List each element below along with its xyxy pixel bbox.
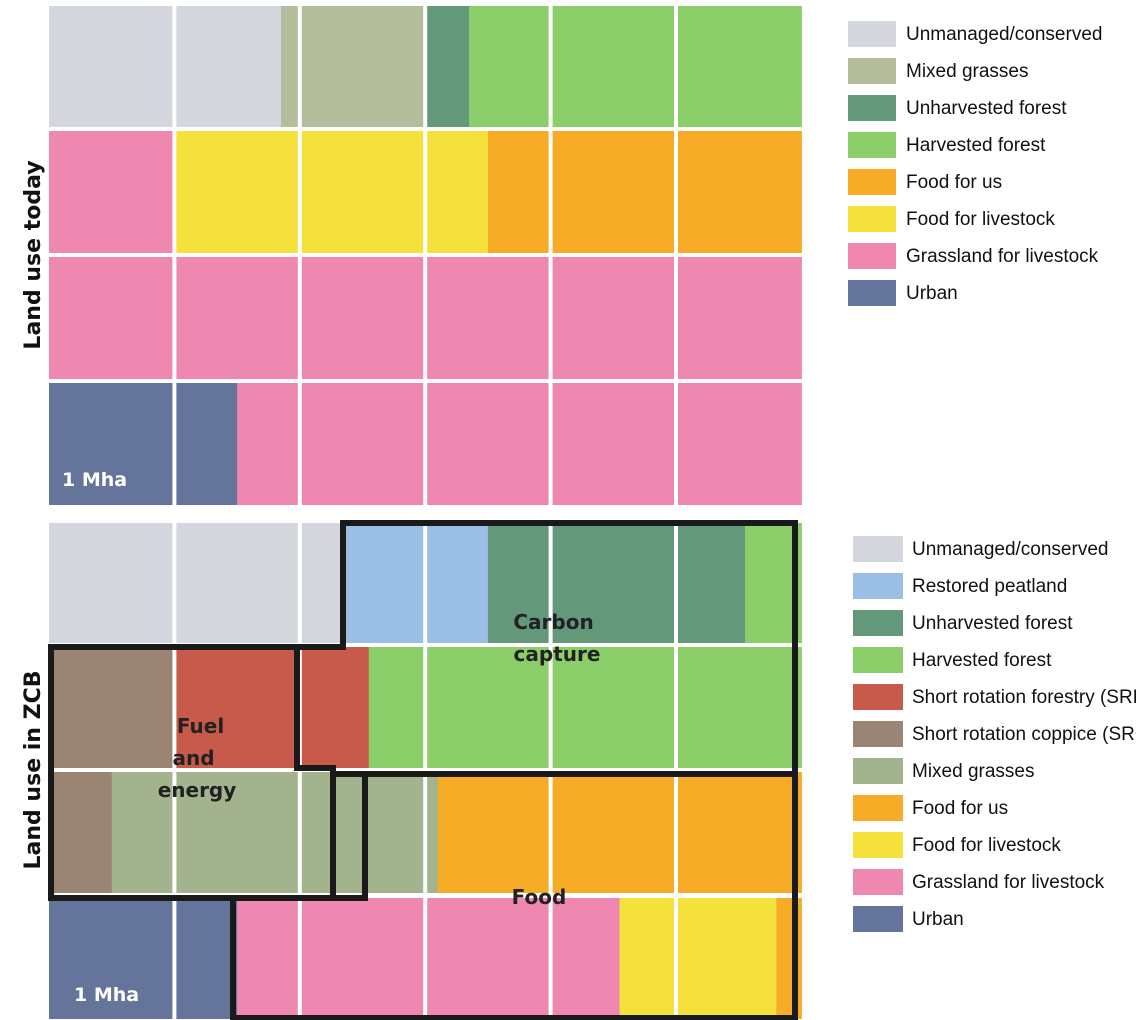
legend-swatch-food-for-us xyxy=(848,169,896,195)
legend-label-mixed-grasses: Mixed grasses xyxy=(906,61,1029,82)
legend-label-harvested-forest: Harvested forest xyxy=(906,135,1046,156)
legend-label-restored-peatland: Restored peatland xyxy=(912,576,1067,597)
grid-row-separator xyxy=(49,894,802,898)
legend-swatch-restored-peatland xyxy=(853,573,903,599)
legend-swatch-grassland-for-livestock xyxy=(853,869,903,895)
region-label-fuel-line2: and xyxy=(172,746,214,770)
legend-label-grassland-for-livestock: Grassland for livestock xyxy=(912,872,1105,893)
legend-label-unmanaged: Unmanaged/conserved xyxy=(906,24,1102,45)
legend-swatch-urban xyxy=(853,906,903,932)
region-label-fuel-and-energy: Fuel and energy xyxy=(158,714,237,802)
land-block-food-for-us xyxy=(487,131,802,253)
land-block-src xyxy=(49,647,175,768)
region-label-fuel-line3: energy xyxy=(158,778,237,802)
legend-label-harvested-forest: Harvested forest xyxy=(912,650,1052,671)
unit-label-today: 1 Mha xyxy=(62,469,127,491)
land-block-unharvested-forest xyxy=(487,523,746,644)
legend-label-grassland-for-livestock: Grassland for livestock xyxy=(906,246,1099,267)
legend-label-src: Short rotation coppice (SRC) xyxy=(912,724,1136,745)
legend-swatch-grassland-for-livestock xyxy=(848,243,896,269)
panel-land-use-zcb: Carbon capture Fuel and energy Food Land… xyxy=(21,520,1136,1020)
land-block-harvested-forest xyxy=(368,647,802,768)
land-block-food-for-livestock xyxy=(174,131,489,253)
land-block-grassland-for-livestock xyxy=(237,898,621,1019)
legend-label-unharvested-forest: Unharvested forest xyxy=(912,613,1073,634)
legend-swatch-srf xyxy=(853,684,903,710)
land-block-urban xyxy=(49,383,238,505)
legend-today: Unmanaged/conserved Mixed grasses Unharves… xyxy=(848,21,1102,306)
legend-label-food-for-us: Food for us xyxy=(912,798,1008,819)
region-label-carbon-capture-line1: Carbon xyxy=(513,610,593,634)
grid-row-separator xyxy=(49,643,802,647)
land-block-food-for-us xyxy=(776,898,802,1019)
legend-swatch-harvested-forest xyxy=(848,132,896,158)
region-label-food: Food xyxy=(512,885,567,909)
legend-swatch-src xyxy=(853,721,903,747)
legend-swatch-food-for-us xyxy=(853,795,903,821)
legend-swatch-unharvested-forest xyxy=(848,95,896,121)
legend-label-unmanaged: Unmanaged/conserved xyxy=(912,539,1108,560)
legend-swatch-unharvested-forest xyxy=(853,610,903,636)
land-block-grassland-for-livestock xyxy=(237,383,802,505)
legend-label-food-for-us: Food for us xyxy=(906,172,1002,193)
legend-label-food-for-livestock: Food for livestock xyxy=(906,209,1055,230)
region-border-food xyxy=(230,771,798,1020)
land-block-food-for-livestock xyxy=(619,898,777,1019)
land-block-food-for-us xyxy=(437,772,802,893)
land-block-unmanaged xyxy=(49,523,345,644)
land-block-mixed-grasses xyxy=(280,6,426,128)
legend-label-urban: Urban xyxy=(912,909,964,930)
legend-swatch-urban xyxy=(848,280,896,306)
legend-swatch-mixed-grasses xyxy=(853,758,903,784)
land-block-urban xyxy=(49,898,238,1019)
legend-swatch-food-for-livestock xyxy=(848,206,896,232)
land-block-unharvested-forest xyxy=(425,6,470,128)
region-label-carbon-capture: Carbon capture xyxy=(513,610,600,666)
grid-row-separator xyxy=(49,127,802,131)
legend-label-food-for-livestock: Food for livestock xyxy=(912,835,1061,856)
legend-label-unharvested-forest: Unharvested forest xyxy=(906,98,1067,119)
legend-swatch-unmanaged xyxy=(848,21,896,47)
land-block-restored-peatland xyxy=(343,523,489,644)
land-block-srf xyxy=(174,647,370,768)
panel-title-zcb: Land use in ZCB xyxy=(21,671,46,870)
grid-row-separator xyxy=(49,253,802,257)
legend-swatch-mixed-grasses xyxy=(848,58,896,84)
region-border-fuel-and-energy xyxy=(48,644,336,901)
land-block-grassland-for-livestock xyxy=(49,131,175,253)
grid-row-separator xyxy=(49,768,802,772)
legend-label-mixed-grasses: Mixed grasses xyxy=(912,761,1035,782)
grid-lines-today xyxy=(49,6,802,505)
land-block-src xyxy=(49,772,113,893)
legend-label-urban: Urban xyxy=(906,283,958,304)
region-label-fuel-line1: Fuel xyxy=(177,714,224,738)
region-label-food-line1: Food xyxy=(512,885,567,909)
panel-land-use-today: Land use today 1 Mha Unmanaged/conserved… xyxy=(21,6,1102,505)
panel-title-today: Land use today xyxy=(21,160,46,349)
land-block-unmanaged xyxy=(49,6,282,128)
legend-swatch-food-for-livestock xyxy=(853,832,903,858)
legend-swatch-harvested-forest xyxy=(853,647,903,673)
legend-label-srf: Short rotation forestry (SRF) xyxy=(912,687,1136,708)
legend-zcb: Unmanaged/conserved Restored peatland Unha… xyxy=(853,536,1136,932)
unit-label-zcb: 1 Mha xyxy=(74,984,139,1006)
region-label-carbon-capture-line2: capture xyxy=(514,642,601,666)
grid-row-separator xyxy=(49,379,802,383)
region-borders-zcb xyxy=(48,520,798,1020)
land-block-mixed-grasses xyxy=(111,772,439,893)
land-block-harvested-forest xyxy=(469,6,802,128)
legend-swatch-unmanaged xyxy=(853,536,903,562)
